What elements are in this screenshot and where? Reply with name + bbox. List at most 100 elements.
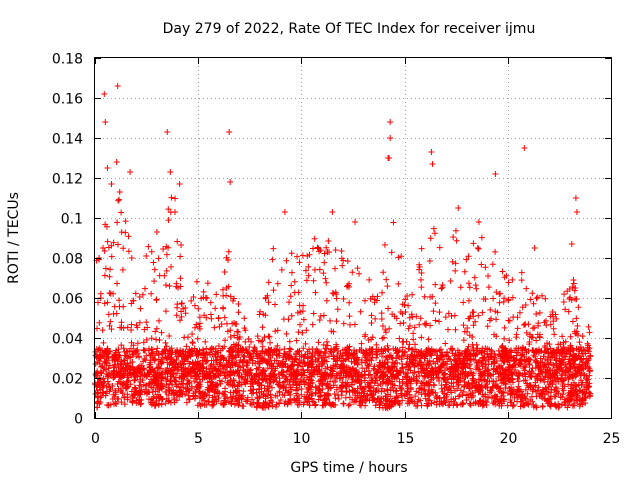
- data-point: [265, 403, 272, 410]
- data-point: [516, 370, 523, 377]
- data-point: [321, 259, 328, 266]
- data-point: [484, 345, 491, 352]
- data-point: [585, 389, 592, 396]
- data-point: [266, 352, 273, 359]
- x-tick-label: 0: [91, 431, 100, 447]
- data-point: [404, 355, 411, 362]
- x-tick-label: 10: [293, 431, 311, 447]
- data-point: [215, 395, 222, 402]
- data-point: [242, 338, 249, 345]
- data-point: [382, 392, 389, 399]
- data-point: [224, 379, 231, 386]
- data-point: [196, 381, 203, 388]
- data-point: [354, 354, 361, 361]
- data-point: [95, 299, 102, 306]
- data-point: [482, 370, 489, 377]
- data-point: [208, 357, 215, 364]
- data-point: [504, 402, 511, 409]
- data-point: [281, 400, 288, 407]
- data-point: [158, 384, 165, 391]
- data-point: [436, 309, 443, 316]
- data-point: [435, 374, 442, 381]
- data-point: [433, 394, 440, 401]
- data-point: [542, 385, 549, 392]
- data-point: [118, 358, 125, 365]
- data-point: [233, 389, 240, 396]
- data-point: [491, 366, 498, 373]
- data-point: [256, 360, 263, 367]
- data-point: [541, 349, 548, 356]
- data-point: [219, 286, 226, 293]
- data-point: [128, 254, 135, 261]
- data-point: [561, 291, 568, 298]
- data-point: [442, 399, 449, 406]
- data-point: [513, 349, 520, 356]
- data-point: [150, 259, 157, 266]
- data-point: [303, 277, 310, 284]
- data-point: [130, 348, 137, 355]
- y-tick-label: 0.04: [52, 332, 83, 348]
- data-point: [177, 361, 184, 368]
- data-point: [115, 378, 122, 385]
- data-point: [414, 378, 421, 385]
- data-point: [366, 276, 373, 283]
- data-point: [207, 383, 214, 390]
- data-point: [475, 245, 482, 252]
- data-point: [473, 363, 480, 370]
- data-point: [338, 385, 345, 392]
- data-point: [472, 318, 479, 325]
- data-point: [584, 340, 591, 347]
- data-point: [131, 391, 138, 398]
- data-point: [269, 399, 276, 406]
- data-point: [131, 386, 138, 393]
- data-point: [382, 347, 389, 354]
- data-point: [470, 322, 477, 329]
- data-point: [122, 229, 129, 236]
- data-point: [222, 385, 229, 392]
- data-point: [241, 315, 248, 322]
- data-point: [124, 324, 131, 331]
- data-point: [119, 390, 126, 397]
- data-point: [522, 395, 529, 402]
- data-point: [576, 369, 583, 376]
- data-point: [333, 318, 340, 325]
- data-point: [176, 181, 183, 187]
- data-point: [479, 309, 486, 316]
- data-point: [559, 368, 566, 375]
- data-point: [204, 280, 211, 287]
- data-point: [533, 337, 540, 344]
- data-point: [549, 378, 556, 385]
- data-point: [228, 400, 235, 407]
- data-point: [562, 361, 569, 368]
- data-point: [312, 401, 319, 408]
- data-point: [168, 194, 175, 201]
- data-point: [338, 255, 345, 262]
- data-point: [297, 308, 304, 315]
- data-point: [465, 297, 472, 304]
- data-point: [447, 368, 454, 375]
- data-point: [227, 364, 234, 371]
- data-point: [490, 400, 497, 407]
- data-point: [101, 353, 108, 360]
- data-point: [329, 209, 336, 215]
- data-point: [463, 256, 470, 263]
- data-point: [202, 357, 209, 364]
- data-point: [469, 341, 476, 348]
- data-point: [167, 209, 174, 216]
- data-point: [444, 326, 451, 333]
- data-point: [127, 381, 134, 388]
- data-point: [226, 129, 233, 135]
- data-point: [311, 371, 318, 378]
- data-point: [305, 395, 312, 402]
- data-point: [285, 316, 292, 323]
- data-point: [524, 390, 531, 397]
- data-point: [475, 312, 482, 319]
- data-point: [247, 400, 254, 407]
- data-point: [345, 402, 352, 409]
- data-point: [92, 381, 99, 388]
- data-point: [325, 237, 332, 244]
- data-point: [277, 383, 284, 390]
- data-point: [426, 382, 433, 389]
- data-point: [358, 340, 365, 347]
- data-point: [315, 396, 322, 403]
